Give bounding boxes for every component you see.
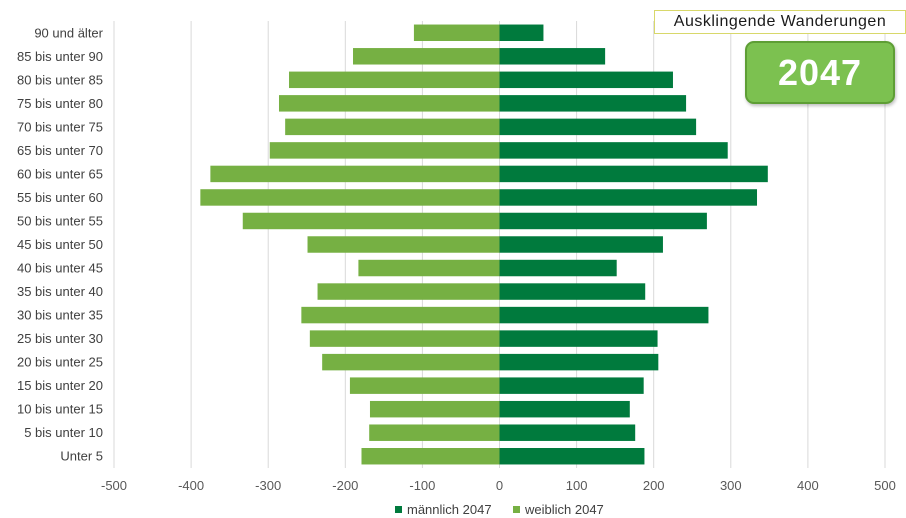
bars [200, 24, 768, 465]
bar-male [499, 259, 617, 277]
bar-female [307, 236, 500, 253]
category-label: 65 bis unter 70 [17, 143, 103, 158]
bar-female [369, 400, 500, 418]
category-label: 85 bis unter 90 [17, 49, 103, 64]
bar-male [499, 118, 697, 136]
bar-male [499, 71, 673, 89]
bar-male [499, 212, 707, 230]
bar-male [499, 448, 645, 465]
bar-male [499, 24, 544, 41]
category-label: 40 bis unter 45 [17, 261, 103, 276]
bar-male [499, 330, 658, 347]
category-label: 55 bis unter 60 [17, 190, 103, 205]
bar-male [499, 95, 687, 112]
bar-male [499, 306, 709, 324]
category-label: 45 bis unter 50 [17, 237, 103, 252]
scenario-label: Ausklingende Wanderungen [654, 10, 906, 34]
category-label: 80 bis unter 85 [17, 72, 103, 87]
x-tick-label: 500 [874, 478, 896, 493]
x-tick-label: 0 [496, 478, 503, 493]
x-tick-label: -400 [178, 478, 204, 493]
x-tick-label: -100 [409, 478, 435, 493]
x-tick-label: -500 [101, 478, 127, 493]
bar-female [353, 48, 500, 65]
legend-swatch [513, 506, 520, 513]
category-label: Unter 5 [60, 449, 103, 464]
category-label: 30 bis unter 35 [17, 308, 103, 323]
x-tick-label: 400 [797, 478, 819, 493]
category-label: 60 bis unter 65 [17, 166, 103, 181]
bar-female [289, 71, 500, 89]
bar-female [242, 212, 500, 230]
category-labels: 90 und älter 85 bis unter 90 80 bis unter … [17, 25, 104, 463]
bar-female [309, 330, 500, 347]
bar-female [269, 142, 500, 159]
bar-male [499, 353, 659, 371]
bar-male [499, 283, 646, 300]
bar-male [499, 165, 768, 183]
x-tick-label: -200 [332, 478, 358, 493]
x-tick-label: 100 [566, 478, 588, 493]
category-label: 15 bis unter 20 [17, 378, 103, 393]
year-badge: 2047 [745, 41, 895, 104]
bar-female [317, 283, 500, 300]
bar-female [285, 118, 500, 136]
x-axis-tick-labels: -500 -400 -300 -200 -100 0 100 200 300 400 500 [101, 478, 896, 493]
bar-male [499, 236, 663, 253]
category-label: 35 bis unter 40 [17, 284, 103, 299]
x-tick-label: 200 [643, 478, 665, 493]
bar-male [499, 189, 758, 206]
bar-male [499, 400, 630, 418]
bar-female [322, 353, 500, 371]
bar-male [499, 142, 728, 159]
category-label: 25 bis unter 30 [17, 331, 103, 346]
x-tick-label: 300 [720, 478, 742, 493]
bar-female [210, 165, 500, 183]
legend-label: männlich 2047 [407, 502, 492, 517]
legend: männlich 2047 weiblich 2047 [395, 502, 604, 517]
x-tick-label: -300 [255, 478, 281, 493]
category-label: 90 und älter [34, 25, 103, 40]
bar-female [358, 259, 500, 277]
category-label: 70 bis unter 75 [17, 119, 103, 134]
bar-female [301, 306, 500, 324]
bar-female [361, 448, 500, 465]
category-label: 20 bis unter 25 [17, 355, 103, 370]
bar-female [349, 377, 500, 394]
bar-female [200, 189, 500, 206]
bar-male [499, 424, 636, 441]
legend-swatch [395, 506, 402, 513]
category-label: 50 bis unter 55 [17, 213, 103, 228]
bar-female [413, 24, 500, 41]
bar-male [499, 48, 606, 65]
legend-label: weiblich 2047 [524, 502, 604, 517]
category-label: 5 bis unter 10 [24, 425, 103, 440]
bar-male [499, 377, 644, 394]
bar-female [278, 95, 500, 112]
category-label: 10 bis unter 15 [17, 402, 103, 417]
category-label: 75 bis unter 80 [17, 96, 103, 111]
bar-female [369, 424, 500, 441]
